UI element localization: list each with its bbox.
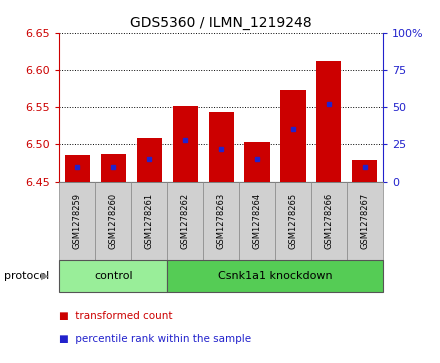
Bar (209, 112, 234, 182)
Text: ■  percentile rank within the sample: ■ percentile rank within the sample (59, 334, 252, 344)
Text: GSM1278264: GSM1278264 (253, 192, 261, 249)
Text: GSM1278267: GSM1278267 (360, 192, 369, 249)
Bar (280, 90, 305, 182)
Text: GSM1278262: GSM1278262 (181, 192, 190, 249)
Text: GSM1278259: GSM1278259 (73, 192, 82, 249)
Bar (172, 106, 198, 182)
Text: GSM1278260: GSM1278260 (109, 192, 118, 249)
Title: GDS5360 / ILMN_1219248: GDS5360 / ILMN_1219248 (130, 16, 312, 30)
Text: Csnk1a1 knockdown: Csnk1a1 knockdown (218, 271, 332, 281)
Text: GSM1278266: GSM1278266 (324, 192, 334, 249)
Text: GSM1278263: GSM1278263 (216, 192, 226, 249)
Bar (101, 154, 126, 182)
Text: control: control (94, 271, 132, 281)
Text: GSM1278261: GSM1278261 (145, 192, 154, 249)
Bar (137, 138, 162, 182)
Bar (245, 142, 270, 182)
Bar (352, 160, 378, 182)
Bar (316, 61, 341, 182)
Text: ■  transformed count: ■ transformed count (59, 311, 173, 321)
Bar (65, 155, 90, 182)
Text: ▶: ▶ (40, 271, 48, 281)
Text: GSM1278265: GSM1278265 (289, 192, 297, 249)
Text: protocol: protocol (4, 271, 50, 281)
